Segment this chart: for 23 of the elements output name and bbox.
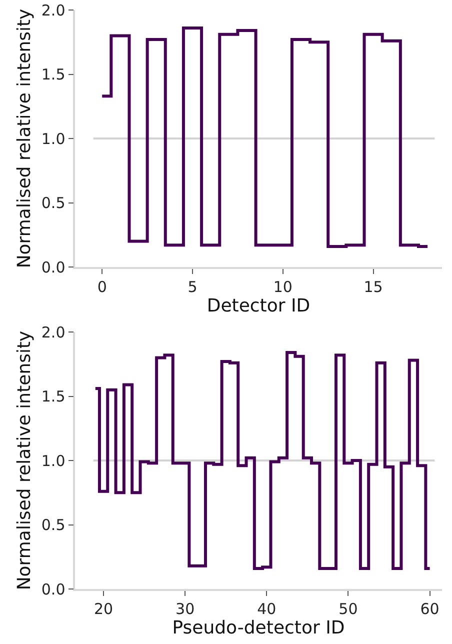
x-axis-title: Pseudo-detector ID (172, 618, 345, 639)
y-axis-title: Normalised relative intensity (14, 330, 36, 590)
x-tick-label: 20 (94, 600, 114, 618)
x-tick-label: 0 (97, 278, 107, 296)
y-tick-label: 0.5 (41, 516, 66, 534)
x-tick-label: 15 (364, 278, 383, 296)
x-axis-title: Detector ID (206, 296, 310, 317)
x-tick-label: 30 (176, 600, 195, 618)
x-tick-label: 40 (257, 600, 276, 618)
y-tick-label: 1.5 (41, 66, 66, 84)
y-tick-label: 1.0 (41, 452, 66, 470)
y-tick-label: 2.0 (41, 1, 66, 20)
x-tick-label: 50 (338, 600, 358, 618)
y-tick-label: 1.0 (41, 130, 66, 148)
y-axis-title: Normalised relative intensity (14, 8, 36, 268)
x-tick-label: 10 (273, 278, 292, 296)
y-tick-label: 0.0 (41, 580, 66, 598)
y-tick-label: 2.0 (41, 323, 66, 342)
x-tick-label: 60 (420, 600, 440, 618)
y-tick-label: 1.5 (41, 388, 66, 406)
y-tick-label: 0.5 (41, 194, 66, 212)
x-tick-label: 5 (188, 278, 198, 296)
y-tick-label: 0.0 (41, 258, 66, 276)
